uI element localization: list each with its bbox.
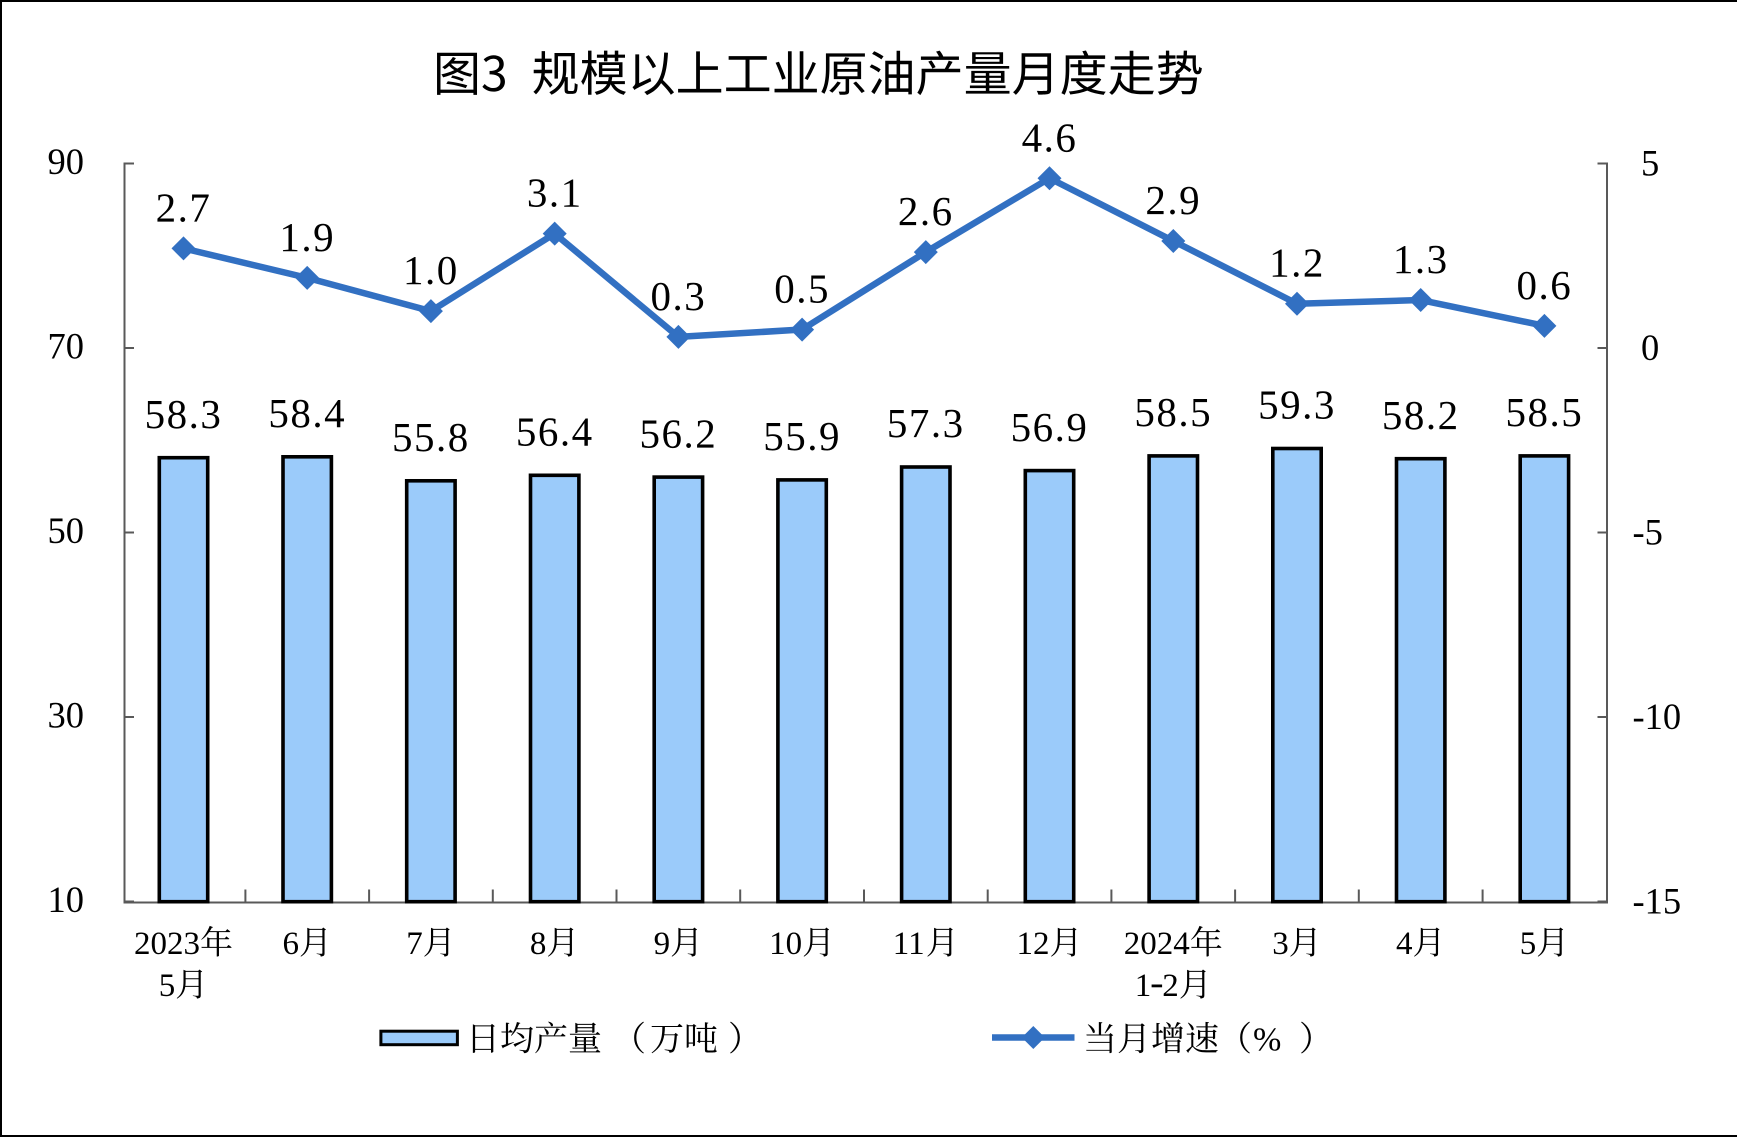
svg-text:%: %	[1253, 1022, 1281, 1059]
svg-text:4: 4	[1396, 926, 1413, 962]
svg-text:55.8: 55.8	[392, 414, 470, 460]
svg-text:2023: 2023	[134, 926, 200, 962]
svg-text:10: 10	[769, 926, 802, 962]
svg-text:-15: -15	[1633, 881, 1682, 922]
svg-text:6: 6	[283, 926, 300, 962]
svg-text:58.2: 58.2	[1382, 392, 1460, 438]
svg-text:4.6: 4.6	[1022, 114, 1078, 160]
svg-text:-10: -10	[1633, 696, 1682, 737]
svg-text:11: 11	[893, 926, 925, 962]
svg-text:-5: -5	[1633, 512, 1663, 553]
svg-text:70: 70	[48, 326, 85, 367]
svg-text:0.5: 0.5	[774, 266, 830, 312]
svg-text:2.9: 2.9	[1145, 177, 1201, 223]
svg-text:5: 5	[1520, 926, 1537, 962]
svg-text:2: 2	[1162, 968, 1179, 1004]
svg-text:30: 30	[48, 695, 85, 736]
svg-text:1: 1	[1135, 968, 1152, 1004]
svg-text:90: 90	[48, 141, 85, 182]
svg-text:5: 5	[159, 968, 176, 1004]
svg-text:59.3: 59.3	[1258, 382, 1336, 428]
svg-text:3: 3	[1272, 926, 1289, 962]
svg-text:56.4: 56.4	[516, 409, 594, 455]
svg-text:3.1: 3.1	[527, 170, 583, 216]
svg-text:2.6: 2.6	[898, 188, 954, 234]
svg-text:58.4: 58.4	[268, 390, 346, 436]
svg-text:7: 7	[406, 926, 423, 962]
svg-text:12: 12	[1017, 926, 1050, 962]
svg-text:8: 8	[530, 926, 547, 962]
svg-text:57.3: 57.3	[887, 400, 965, 446]
svg-text:2024: 2024	[1124, 926, 1190, 962]
svg-text:1.0: 1.0	[403, 247, 459, 293]
svg-text:58.5: 58.5	[1134, 389, 1212, 435]
svg-text:5: 5	[1641, 143, 1659, 184]
svg-text:58.3: 58.3	[145, 391, 223, 437]
svg-text:1.9: 1.9	[279, 214, 335, 260]
svg-text:55.9: 55.9	[763, 413, 841, 459]
svg-text:1.2: 1.2	[1269, 240, 1325, 286]
svg-text:58.5: 58.5	[1506, 389, 1584, 435]
svg-text:56.9: 56.9	[1011, 404, 1089, 450]
svg-text:2.7: 2.7	[156, 184, 212, 230]
svg-text:0: 0	[1641, 327, 1659, 368]
svg-text:0.3: 0.3	[651, 273, 707, 319]
svg-text:50: 50	[48, 510, 85, 551]
svg-text:56.2: 56.2	[640, 410, 718, 456]
svg-text:0.6: 0.6	[1517, 262, 1573, 308]
svg-text:9: 9	[654, 926, 671, 962]
svg-text:10: 10	[48, 879, 85, 920]
svg-text:1.3: 1.3	[1393, 236, 1449, 282]
